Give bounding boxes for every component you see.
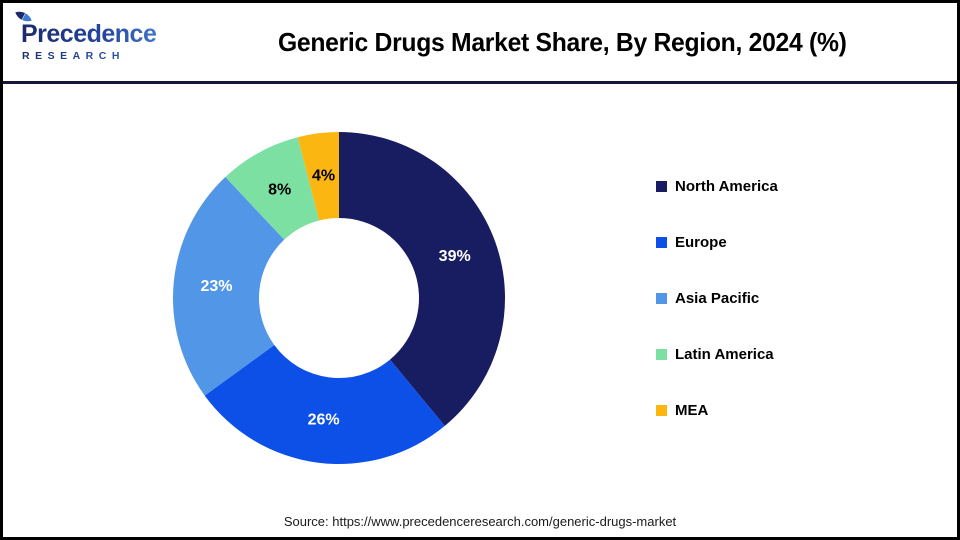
header: Precedence RESEARCH Generic Drugs Market… — [3, 3, 957, 81]
donut-slice-north-america — [339, 132, 506, 426]
data-label-europe: 26% — [308, 412, 340, 429]
page-title: Generic Drugs Market Share, By Region, 2… — [277, 26, 847, 57]
legend-label: North America — [675, 177, 778, 195]
legend-swatch-icon — [656, 348, 667, 360]
legend-label: Europe — [675, 233, 727, 251]
chart-area: 39% 26% 23% 8% 4% North America Europe Asia Pa… — [3, 84, 957, 525]
precedence-research-logo: Precedence RESEARCH — [3, 8, 175, 62]
data-label-north-america: 39% — [439, 248, 471, 265]
legend-item-europe: Europe — [656, 214, 778, 270]
legend-swatch-icon — [656, 236, 667, 248]
donut-slice-europe — [204, 345, 445, 465]
legend-swatch-icon — [656, 180, 667, 192]
legend: North America Europe Asia Pacific Latin Ame… — [656, 158, 778, 438]
source-line: Source: https://www.precedenceresearch.c… — [283, 514, 677, 529]
leaf-icon — [15, 8, 32, 25]
title-container: Generic Drugs Market Share, By Region, 2… — [175, 27, 957, 58]
logo-subtitle: RESEARCH — [19, 50, 175, 62]
donut-slice-asia-pacific — [173, 176, 285, 396]
header-divider — [3, 81, 957, 84]
legend-swatch-icon — [656, 404, 667, 416]
data-label-mea: 4% — [312, 168, 335, 185]
donut-chart: 39% 26% 23% 8% 4% — [173, 132, 506, 465]
data-label-latin-america: 8% — [268, 182, 291, 199]
legend-item-latin-america: Latin America — [656, 326, 778, 382]
donut-slice-mea — [297, 132, 339, 221]
legend-item-mea: MEA — [656, 382, 778, 438]
data-label-asia-pacific: 23% — [200, 278, 232, 295]
legend-label: Asia Pacific — [675, 289, 760, 307]
logo-wordmark: Precedence — [15, 8, 175, 47]
legend-label: Latin America — [675, 345, 774, 363]
legend-item-north-america: North America — [656, 158, 778, 214]
legend-item-asia-pacific: Asia Pacific — [656, 270, 778, 326]
donut-slice-latin-america — [225, 137, 320, 240]
legend-swatch-icon — [656, 292, 667, 304]
legend-label: MEA — [675, 401, 709, 419]
